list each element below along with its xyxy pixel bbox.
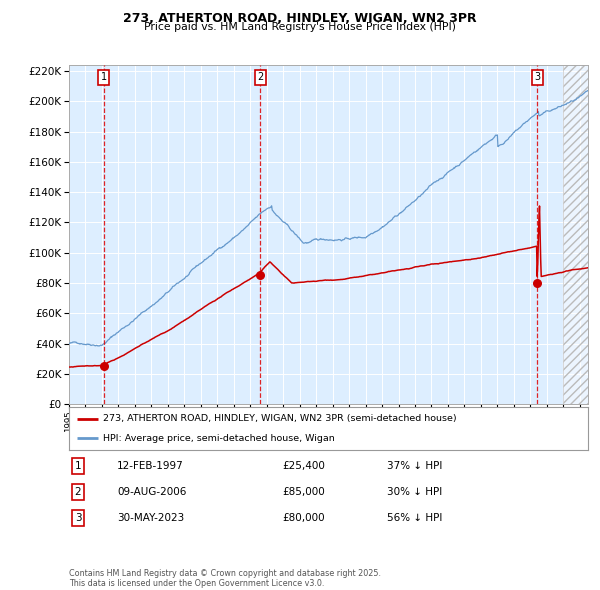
Text: 1: 1 [74, 461, 82, 471]
Text: HPI: Average price, semi-detached house, Wigan: HPI: Average price, semi-detached house,… [103, 434, 334, 442]
Point [256, 271, 265, 280]
Text: Price paid vs. HM Land Registry's House Price Index (HPI): Price paid vs. HM Land Registry's House … [144, 22, 456, 32]
Text: 2: 2 [257, 73, 263, 83]
Text: 12-FEB-1997: 12-FEB-1997 [117, 461, 184, 471]
Text: 30-MAY-2023: 30-MAY-2023 [117, 513, 184, 523]
Text: 2: 2 [74, 487, 82, 497]
Text: 273, ATHERTON ROAD, HINDLEY, WIGAN, WN2 3PR: 273, ATHERTON ROAD, HINDLEY, WIGAN, WN2 … [123, 12, 477, 25]
Point [532, 278, 542, 288]
Text: 09-AUG-2006: 09-AUG-2006 [117, 487, 187, 497]
Text: 3: 3 [74, 513, 82, 523]
Text: £25,400: £25,400 [282, 461, 325, 471]
Text: £80,000: £80,000 [282, 513, 325, 523]
Text: 56% ↓ HPI: 56% ↓ HPI [387, 513, 442, 523]
Text: 1: 1 [101, 73, 107, 83]
Point [99, 361, 109, 371]
Text: 30% ↓ HPI: 30% ↓ HPI [387, 487, 442, 497]
Text: 37% ↓ HPI: 37% ↓ HPI [387, 461, 442, 471]
Text: 273, ATHERTON ROAD, HINDLEY, WIGAN, WN2 3PR (semi-detached house): 273, ATHERTON ROAD, HINDLEY, WIGAN, WN2 … [103, 414, 457, 423]
Text: £85,000: £85,000 [282, 487, 325, 497]
Text: Contains HM Land Registry data © Crown copyright and database right 2025.
This d: Contains HM Land Registry data © Crown c… [69, 569, 381, 588]
Text: 3: 3 [534, 73, 540, 83]
